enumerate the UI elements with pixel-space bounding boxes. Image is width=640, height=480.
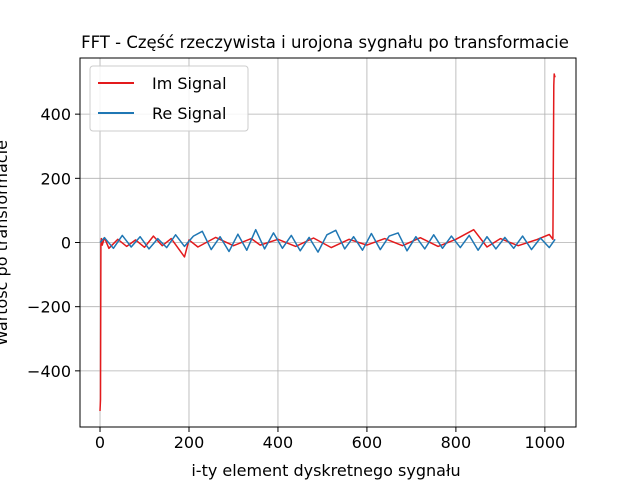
y-tick-label: 400 (40, 105, 71, 124)
chart-title: FFT - Część rzeczywista i urojona sygnał… (81, 33, 569, 52)
series-line-re (99, 228, 556, 253)
axis-ticks: 0 200 400 600 800 1000 −400 −200 0 200 400 (27, 105, 565, 452)
legend-label-im: Im Signal (152, 74, 227, 93)
series-lines (99, 73, 556, 412)
y-tick-label: 0 (61, 234, 71, 253)
legend: Im Signal Re Signal (89, 65, 249, 132)
x-tick-label: 400 (263, 433, 294, 452)
y-tick-label: −400 (27, 362, 71, 381)
x-axis-label: i-ty element dyskretnego sygnału (191, 461, 460, 480)
x-tick-label: 1000 (525, 433, 566, 452)
y-axis-label: Wartość po transformacie (0, 140, 11, 346)
x-tick-label: 800 (441, 433, 472, 452)
y-tick-label: −200 (27, 298, 71, 317)
x-tick-label: 0 (95, 433, 105, 452)
legend-label-re: Re Signal (152, 104, 226, 123)
x-tick-label: 200 (174, 433, 205, 452)
y-tick-label: 200 (40, 169, 71, 188)
x-tick-label: 600 (352, 433, 383, 452)
